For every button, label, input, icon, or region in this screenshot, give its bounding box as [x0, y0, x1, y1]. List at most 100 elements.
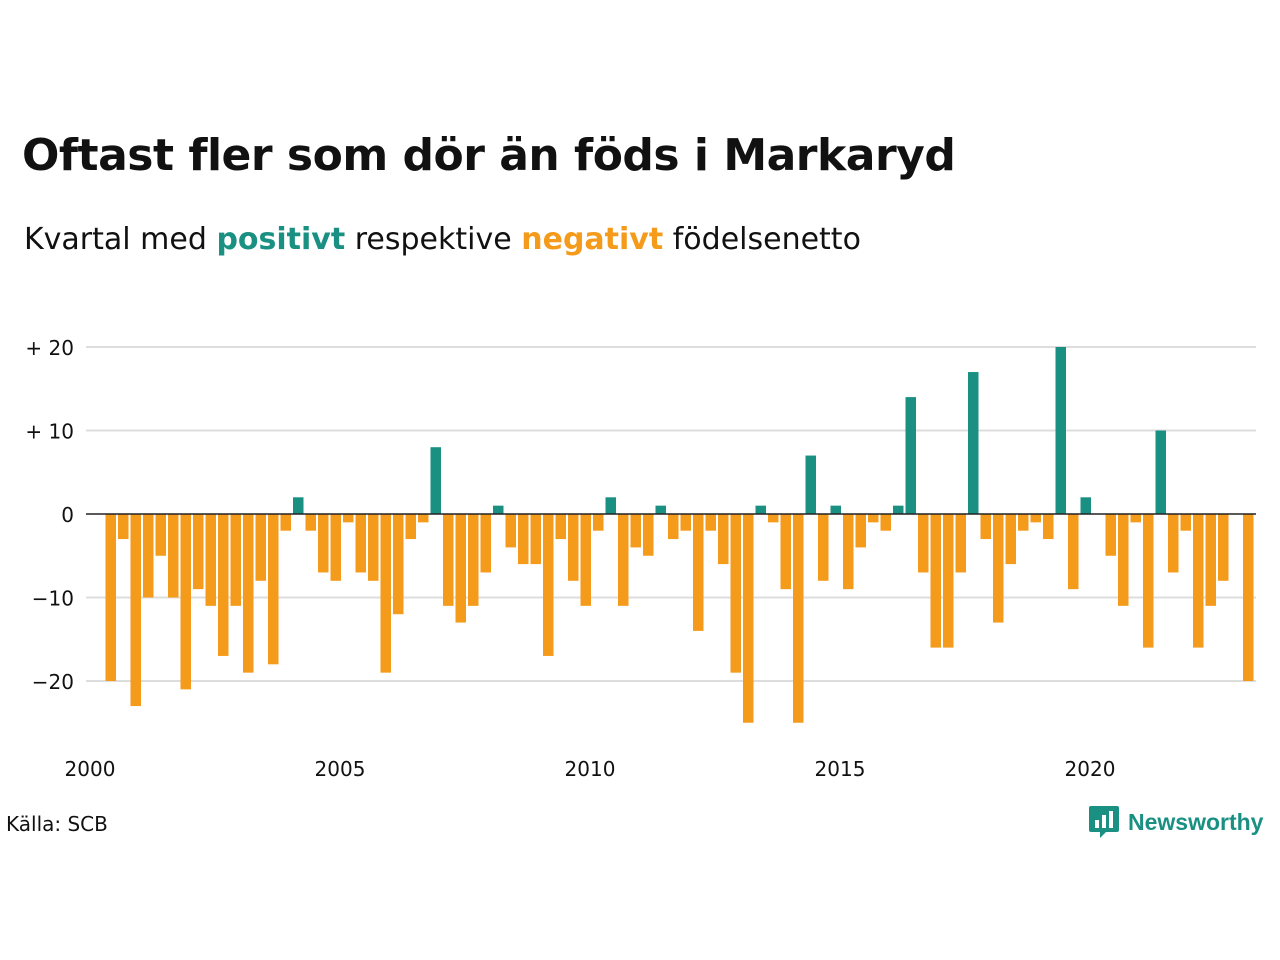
x-tick-label: 2010 [565, 757, 616, 781]
subtitle-prefix: Kvartal med [24, 222, 207, 257]
bar [468, 514, 479, 606]
bar [380, 514, 391, 673]
bar [755, 505, 766, 514]
bar [980, 514, 991, 540]
y-tick-label: + 10 [25, 420, 74, 444]
bar [730, 514, 741, 673]
bar [618, 514, 629, 606]
bar [830, 505, 841, 514]
bar [1155, 430, 1166, 514]
x-tick-label: 2020 [1065, 757, 1116, 781]
brand-name: Newsworthy [1128, 808, 1264, 835]
bar [230, 514, 241, 606]
bar [268, 514, 279, 665]
bar [643, 514, 654, 556]
bar [293, 497, 304, 514]
bar [705, 514, 716, 531]
bar-chart: + 20 + 10 0 −10 −20 2000 2005 2010 2015 2020 [25, 336, 1256, 781]
bar [343, 514, 354, 523]
bar [1080, 497, 1091, 514]
bar [255, 514, 266, 581]
bar [668, 514, 679, 540]
bar [155, 514, 166, 556]
bar [530, 514, 541, 565]
subtitle-suffix: födelsenetto [672, 222, 861, 257]
bar [418, 514, 429, 523]
bar [955, 514, 966, 573]
bar [768, 514, 779, 523]
bar [105, 514, 116, 681]
subtitle-positive-label: positivt [216, 222, 346, 257]
bar [855, 514, 866, 548]
bar [1068, 514, 1079, 590]
bar [1143, 514, 1154, 648]
bar [405, 514, 416, 540]
bar [780, 514, 791, 590]
bar [1205, 514, 1216, 606]
bar [305, 514, 316, 531]
bar [118, 514, 129, 540]
newsworthy-logo-icon [1089, 806, 1119, 838]
bar [1168, 514, 1179, 573]
bar [443, 514, 454, 606]
bar [180, 514, 191, 690]
chart-title: Oftast fler som dör än föds i Markaryd [22, 130, 956, 181]
bar [793, 514, 804, 723]
bar [655, 505, 666, 514]
bar [218, 514, 229, 656]
bar [1243, 514, 1254, 681]
bar [243, 514, 254, 673]
bar [580, 514, 591, 606]
bar [1118, 514, 1129, 606]
chart-subtitle: Kvartal med positivt respektive negativt… [24, 222, 861, 257]
x-tick-label: 2015 [815, 757, 866, 781]
bar [1055, 347, 1066, 514]
bar [480, 514, 491, 573]
bar [205, 514, 216, 606]
bar [130, 514, 141, 707]
subtitle-negative-label: negativt [521, 222, 664, 257]
bar [718, 514, 729, 565]
bar [943, 514, 954, 648]
y-tick-label: −20 [32, 670, 74, 694]
subtitle-middle: respektive [354, 222, 512, 257]
bar [818, 514, 829, 581]
bar [1018, 514, 1029, 531]
bar [1005, 514, 1016, 565]
bar [630, 514, 641, 548]
bar [605, 497, 616, 514]
bar [743, 514, 754, 723]
bar [593, 514, 604, 531]
bar [968, 372, 979, 514]
bar [493, 505, 504, 514]
bar [1180, 514, 1191, 531]
bar [543, 514, 554, 656]
bar [1030, 514, 1041, 523]
bar [318, 514, 329, 573]
bar [1105, 514, 1116, 556]
bar [193, 514, 204, 590]
bar [918, 514, 929, 573]
bar [693, 514, 704, 631]
source-note: Källa: SCB [6, 812, 108, 836]
brand-logo: Newsworthy [1088, 804, 1263, 840]
bar [393, 514, 404, 615]
y-tick-label: + 20 [25, 336, 74, 360]
bar [880, 514, 891, 531]
bar [1218, 514, 1229, 581]
bar [843, 514, 854, 590]
bar [430, 447, 441, 514]
bar [1130, 514, 1141, 523]
bar [568, 514, 579, 581]
bar [368, 514, 379, 581]
bar [555, 514, 566, 540]
bar [905, 397, 916, 514]
bar [805, 455, 816, 514]
bar [868, 514, 879, 523]
bar [1043, 514, 1054, 540]
x-tick-label: 2005 [315, 757, 366, 781]
bar [168, 514, 179, 598]
bar [518, 514, 529, 565]
bar [143, 514, 154, 598]
bar [280, 514, 291, 531]
